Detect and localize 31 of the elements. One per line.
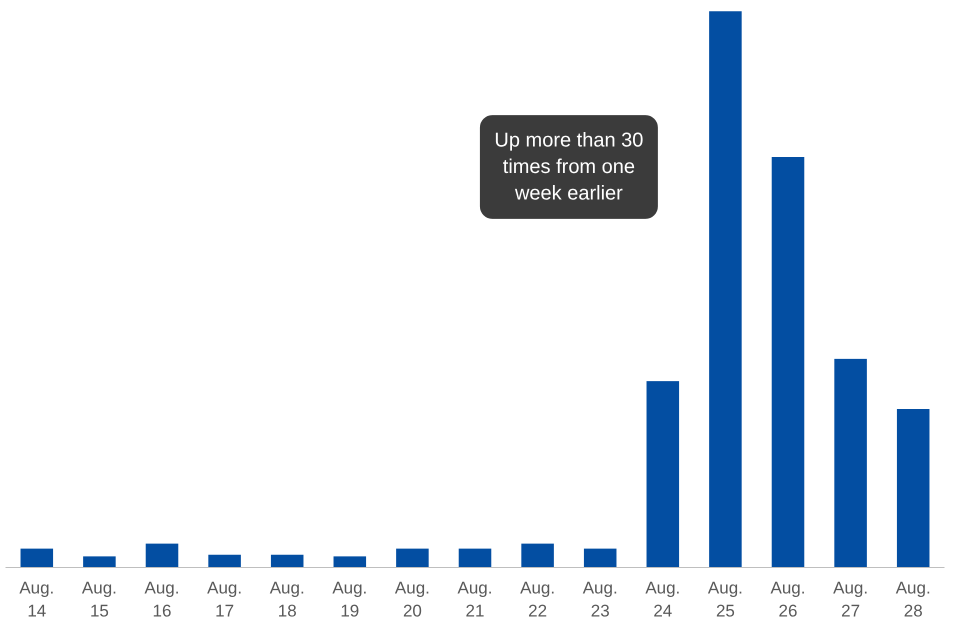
x-tick-label: Aug. 27 <box>833 578 868 620</box>
x-tick-label: Aug. 26 <box>770 578 806 620</box>
bar <box>646 381 680 568</box>
bar <box>334 556 366 568</box>
x-tick-label: Aug. 28 <box>896 578 931 620</box>
bar <box>458 548 492 568</box>
x-tick-label: Aug. 22 <box>520 578 556 620</box>
bar <box>834 358 867 568</box>
bar <box>396 548 429 568</box>
annotation: Up more than 30 times from one week earlier <box>494 130 644 204</box>
bar <box>521 544 554 568</box>
bar <box>772 157 804 568</box>
bar <box>83 556 116 568</box>
bar <box>270 554 304 568</box>
bar <box>208 554 241 568</box>
x-tick-label: Aug. 21 <box>458 578 492 620</box>
x-tick-label: Aug. 24 <box>645 578 680 620</box>
bar <box>20 548 54 568</box>
x-tick-label: Aug. 15 <box>82 578 117 620</box>
x-tick-label: Aug. 25 <box>708 578 743 620</box>
x-tick-label: Aug. 23 <box>582 578 618 620</box>
bar <box>146 544 178 568</box>
x-tick-label: Aug. 16 <box>144 578 180 620</box>
x-tick-label: Aug. 14 <box>19 578 54 620</box>
x-tick-label: Aug. 17 <box>207 578 242 620</box>
x-tick-label: Aug. 18 <box>270 578 305 620</box>
x-tick-label: Aug. 19 <box>332 578 368 620</box>
bar <box>584 548 616 568</box>
bar <box>896 408 930 568</box>
x-tick-label: Aug. 20 <box>394 578 430 620</box>
bar <box>709 11 742 568</box>
